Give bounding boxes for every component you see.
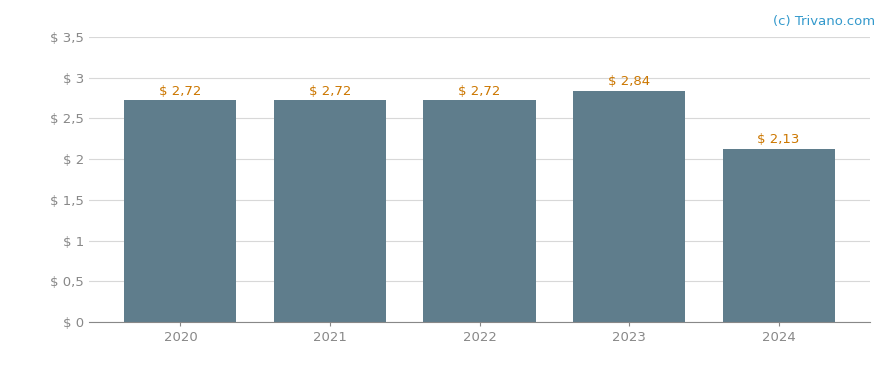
Bar — [424, 101, 535, 322]
Text: $ 2,13: $ 2,13 — [757, 133, 800, 146]
Text: (c) Trivano.com: (c) Trivano.com — [773, 15, 875, 28]
Text: $ 2,84: $ 2,84 — [608, 75, 650, 88]
Bar — [573, 91, 686, 322]
Bar — [124, 101, 236, 322]
Text: $ 2,72: $ 2,72 — [309, 85, 351, 98]
Text: $ 2,72: $ 2,72 — [458, 85, 501, 98]
Text: $ 2,72: $ 2,72 — [159, 85, 202, 98]
Bar — [723, 148, 835, 322]
Bar — [274, 101, 386, 322]
